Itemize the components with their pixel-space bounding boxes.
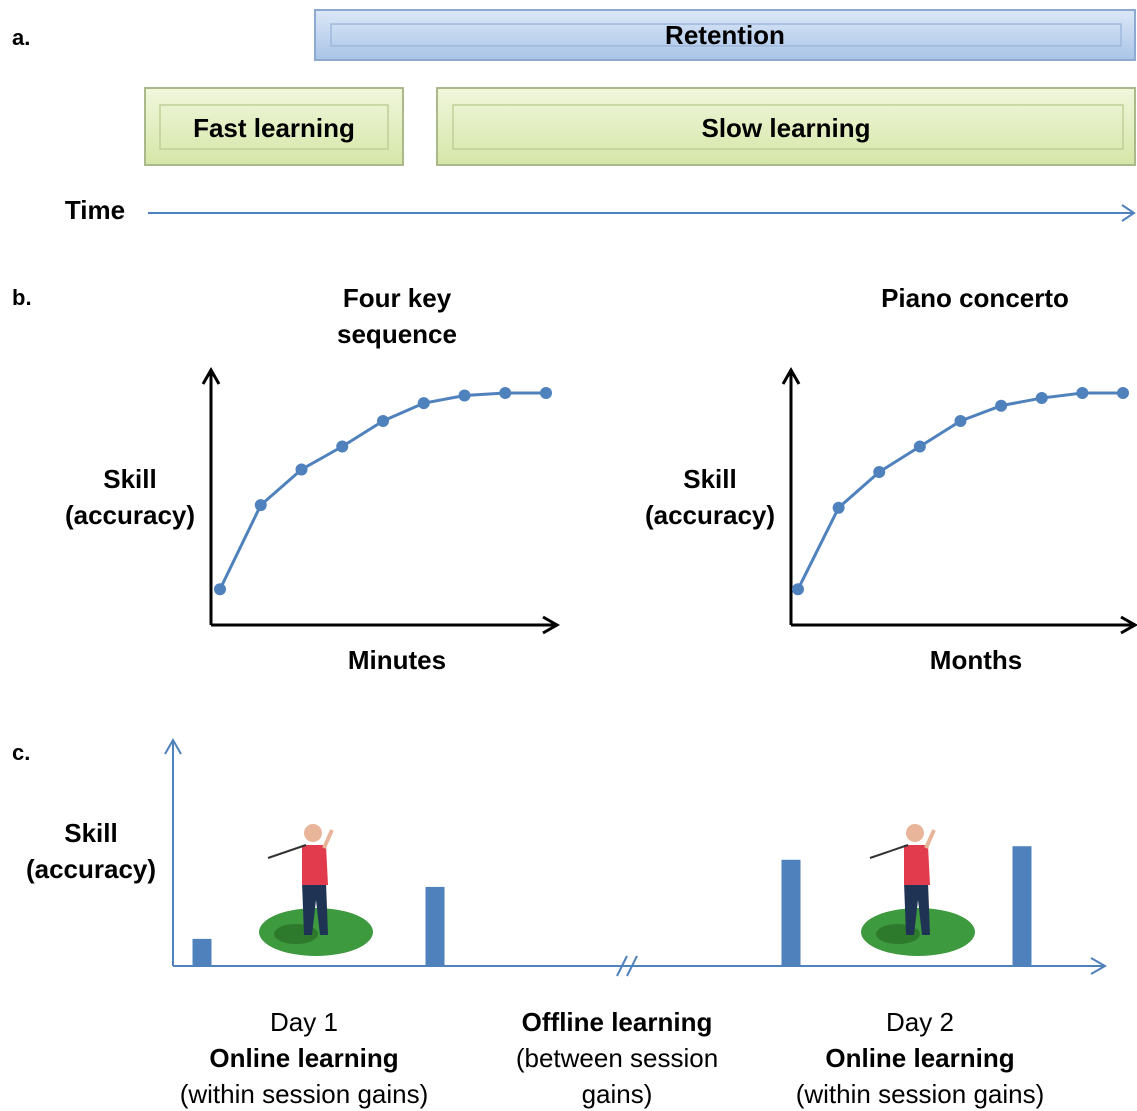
x-axis-label: Months bbox=[929, 645, 1023, 675]
x-axis-label: Minutes bbox=[347, 645, 447, 675]
bar bbox=[1012, 846, 1032, 966]
bar bbox=[781, 859, 801, 966]
panel-label: b. bbox=[12, 285, 32, 310]
day-label: Day 1 bbox=[270, 1007, 338, 1037]
skill-point bbox=[1076, 386, 1089, 399]
y-arrow bbox=[164, 737, 182, 755]
golfer-torso bbox=[302, 845, 328, 885]
skill-point bbox=[417, 397, 430, 410]
axis-break bbox=[626, 955, 638, 977]
golf-club bbox=[869, 844, 909, 859]
golf-club bbox=[267, 844, 307, 859]
chart-title: Four key sequence bbox=[337, 283, 457, 349]
skill-point bbox=[336, 440, 349, 453]
group-note: (between session gains) bbox=[515, 1043, 719, 1109]
skill-point bbox=[873, 466, 886, 478]
golfer-torso bbox=[904, 845, 930, 885]
x-arrow bbox=[542, 615, 561, 635]
chart-title: Piano concerto bbox=[881, 283, 1069, 313]
group-note: (within session gains) bbox=[795, 1079, 1045, 1109]
y-arrow bbox=[781, 366, 801, 385]
y-arrow bbox=[201, 366, 221, 385]
x-arrow bbox=[1120, 615, 1137, 635]
skill-point bbox=[1035, 392, 1048, 405]
golfer-legs bbox=[904, 882, 930, 935]
axis-break bbox=[616, 955, 628, 977]
skill-point bbox=[540, 386, 552, 399]
golfer-arm bbox=[322, 829, 334, 849]
time-arrow bbox=[1121, 204, 1136, 222]
skill-point bbox=[913, 440, 926, 453]
skill-point bbox=[832, 501, 845, 514]
skill-point bbox=[499, 386, 512, 399]
golfer-head bbox=[906, 824, 924, 842]
day-label: Day 2 bbox=[886, 1007, 954, 1037]
skill-point bbox=[377, 415, 389, 427]
group-title: Offline learning bbox=[521, 1007, 713, 1037]
slow-label: Slow learning bbox=[701, 113, 871, 143]
golfer-legs bbox=[302, 882, 328, 935]
retention-box bbox=[314, 9, 1136, 61]
y-axis-label: Skill (accuracy) bbox=[25, 818, 157, 884]
y-axis-label: Skill (accuracy) bbox=[644, 464, 776, 530]
bar bbox=[192, 938, 212, 966]
skill-point bbox=[214, 583, 226, 596]
skill-point bbox=[295, 463, 308, 476]
skill-point bbox=[1117, 386, 1129, 399]
panel-label: c. bbox=[12, 740, 31, 765]
golfer-arm bbox=[924, 829, 936, 849]
retention-inner bbox=[330, 23, 1122, 47]
y-axis-label: Skill (accuracy) bbox=[64, 464, 196, 530]
skill-point bbox=[254, 499, 267, 512]
group-note: (within session gains) bbox=[179, 1079, 429, 1109]
skill-point bbox=[995, 399, 1008, 412]
x-arrow bbox=[1090, 957, 1108, 975]
fast-inner bbox=[159, 104, 389, 150]
panel-label: a. bbox=[12, 25, 31, 50]
slow-inner bbox=[452, 104, 1124, 150]
group-title: Online learning bbox=[825, 1043, 1015, 1073]
skill-point bbox=[458, 389, 471, 402]
skill-point bbox=[954, 415, 967, 427]
retention-label: Retention bbox=[665, 20, 785, 50]
time-label: Time bbox=[64, 195, 126, 225]
bar bbox=[425, 886, 445, 966]
skill-point bbox=[792, 583, 804, 596]
group-title: Online learning bbox=[209, 1043, 399, 1073]
slow-box bbox=[436, 87, 1136, 166]
fast-label: Fast learning bbox=[193, 113, 355, 143]
fast-box bbox=[144, 87, 404, 166]
golfer-head bbox=[304, 824, 322, 842]
